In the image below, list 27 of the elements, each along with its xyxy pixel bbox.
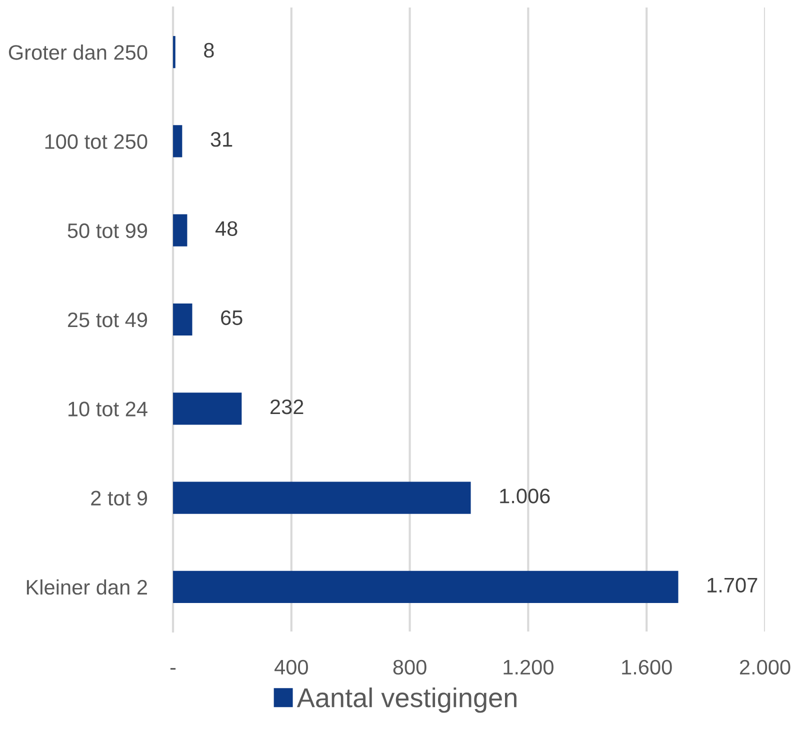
x-tick-label: 2.000 [740,660,790,675]
x-tick-label: - [170,668,176,670]
y-tick-label: Kleiner dan 2 [26,579,147,595]
data-label: 1.707 [708,578,758,593]
x-tick-label: 800 [393,660,426,675]
bar [173,125,182,158]
bar [173,392,242,425]
y-tick-label: 25 tot 49 [68,312,148,328]
data-label: 65 [221,310,242,326]
data-label: 1.006 [500,488,550,504]
bar [173,570,678,603]
data-label: 8 [204,42,214,58]
y-tick-label: 2 tot 9 [91,490,148,506]
y-tick-label: Groter dan 250 [8,44,148,60]
data-label: 232 [270,399,304,414]
x-tick-label: 1.600 [622,660,672,675]
bar [173,482,471,514]
bar [173,303,192,336]
data-label: 31 [210,132,232,147]
bar [173,214,188,246]
y-tick-label: 10 tot 24 [68,402,148,416]
x-tick-label: 400 [274,660,308,675]
y-tick-label: 50 tot 99 [68,223,148,238]
data-label: 48 [215,221,238,236]
x-tick-label: 1.200 [504,660,554,675]
y-tick-label: 100 tot 250 [45,134,148,149]
legend-label: Aantal vestigingen [296,688,516,713]
